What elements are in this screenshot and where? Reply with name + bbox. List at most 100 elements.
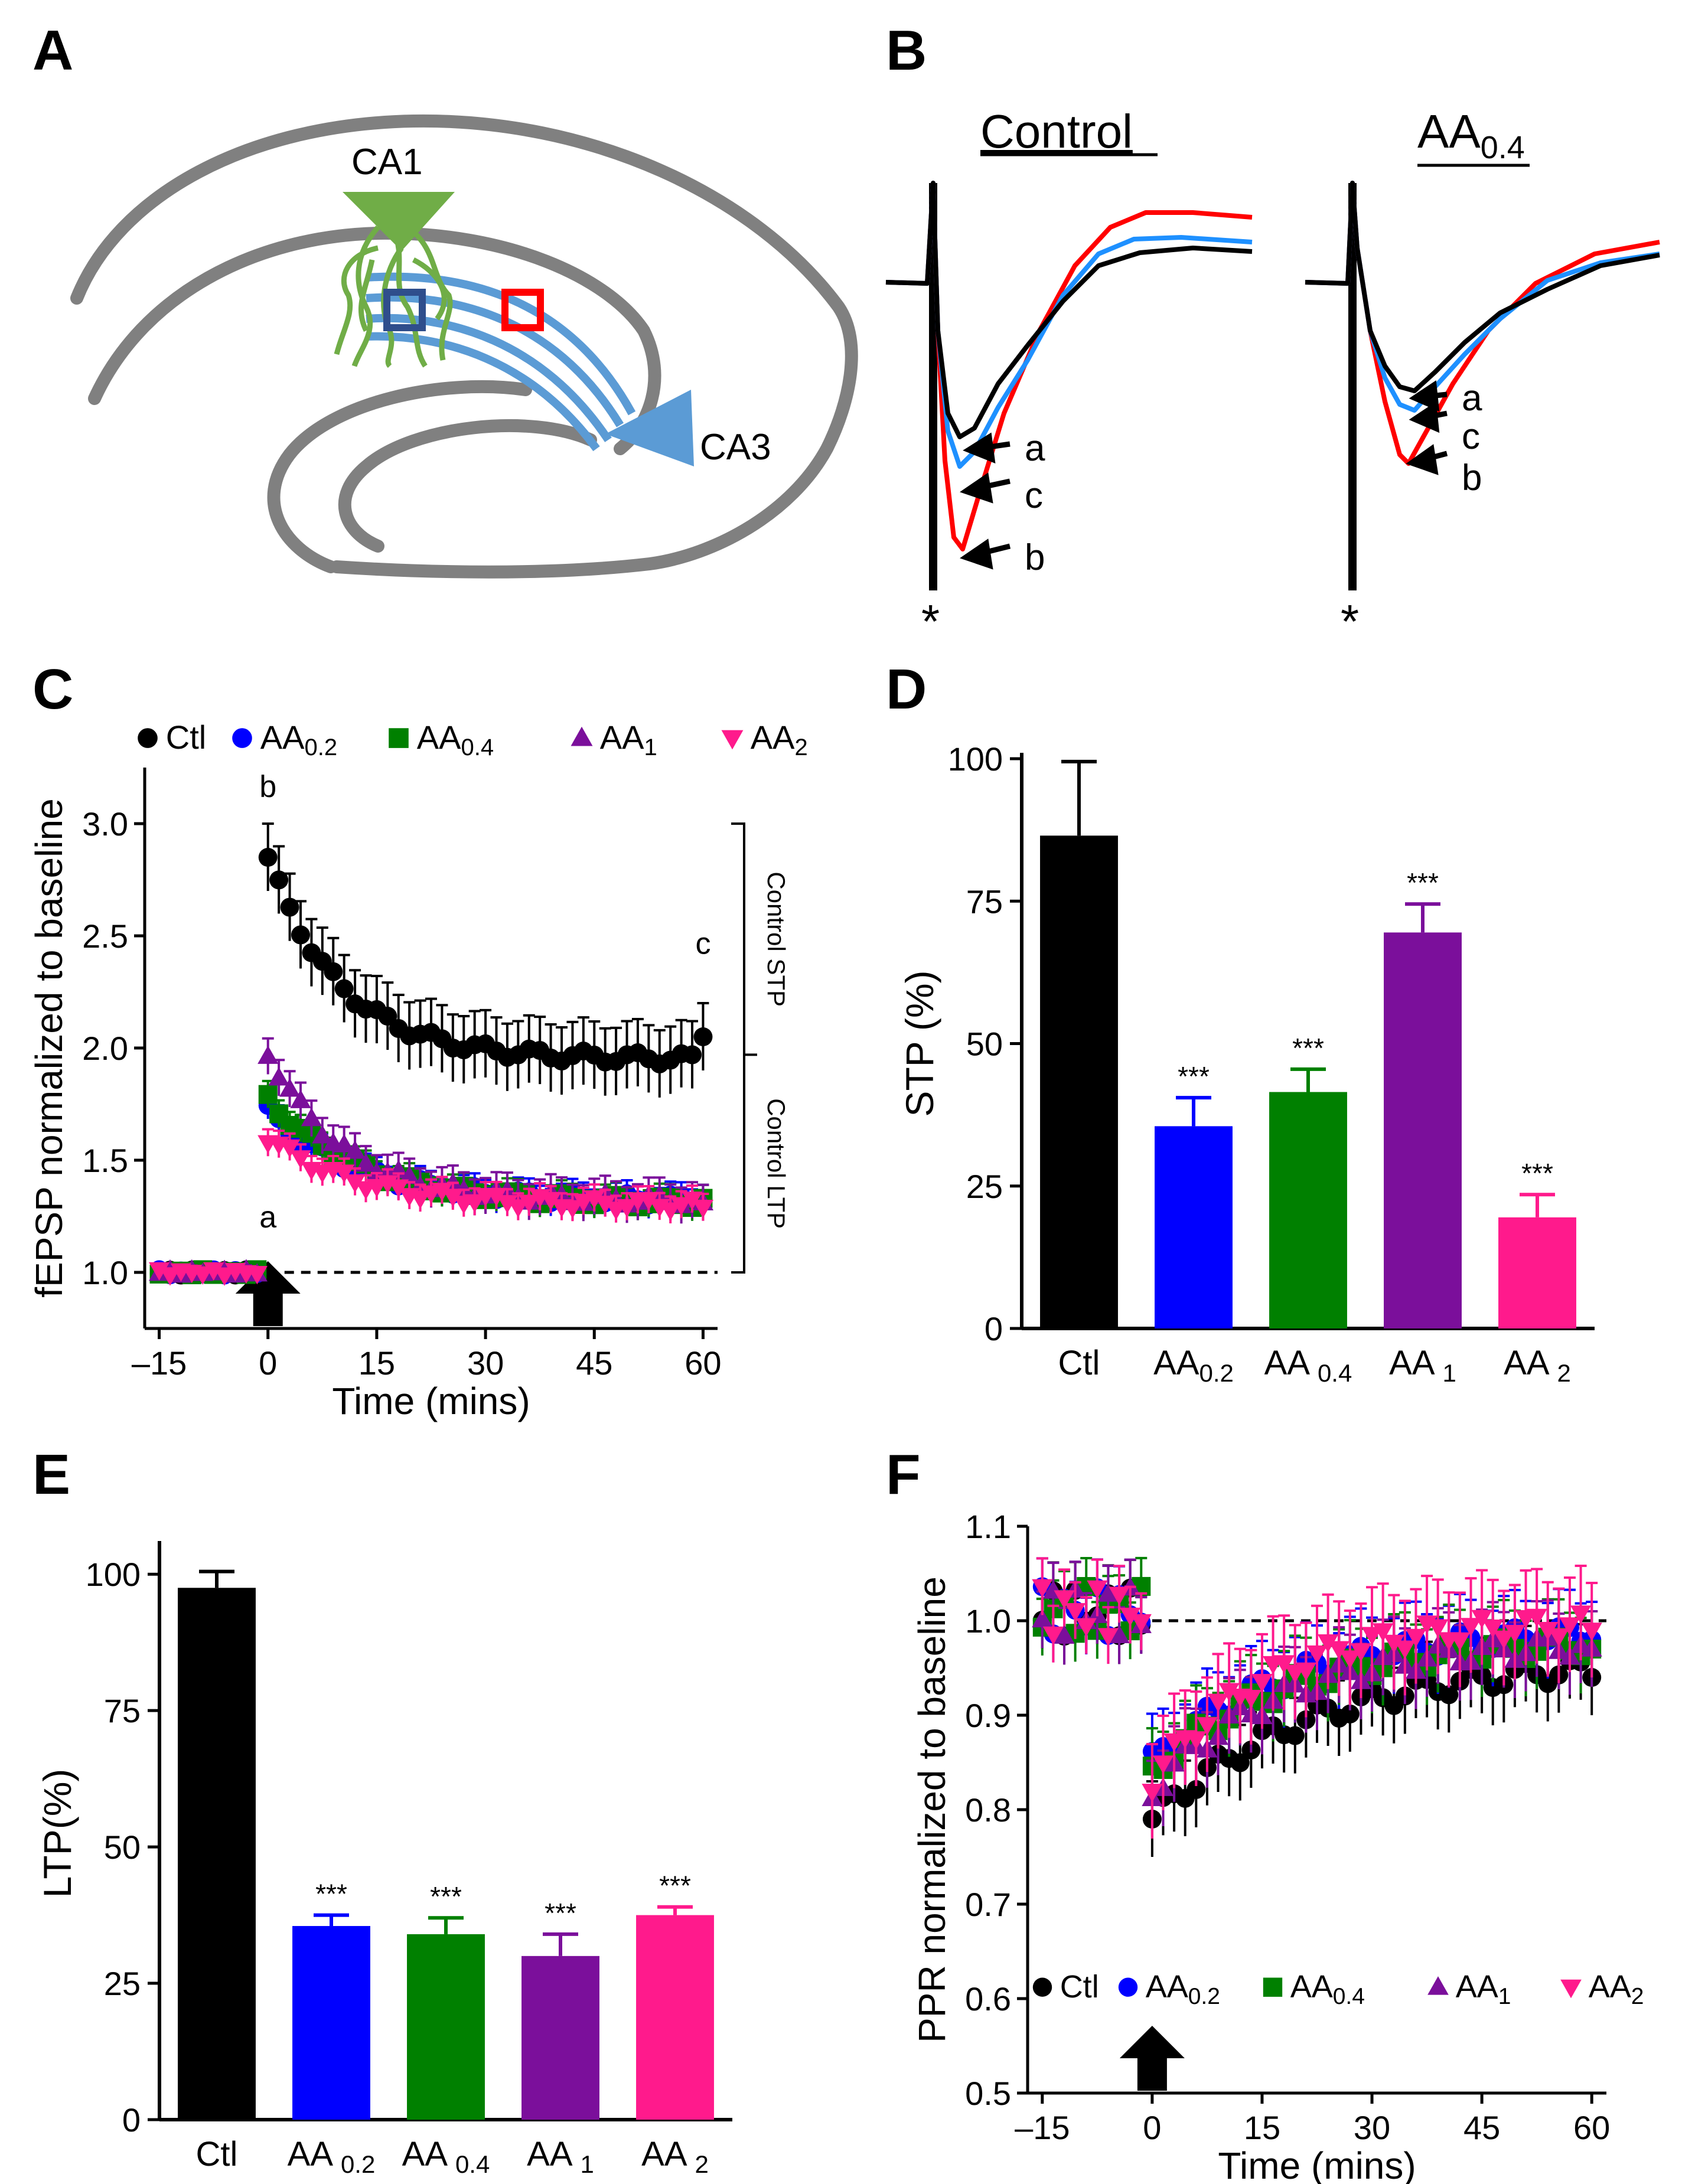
x-axis-label: Time (mins) xyxy=(1218,2144,1416,2184)
dendrite xyxy=(334,245,379,355)
category-label: AA 1 xyxy=(527,2135,594,2178)
legend-label-1-main: AA xyxy=(260,719,305,756)
stimulation-site xyxy=(501,289,544,331)
category-label-sub: 1 xyxy=(580,2150,594,2178)
y-tick-label: 25 xyxy=(966,1168,1003,1205)
series-AA2 xyxy=(1032,1557,1602,1839)
data-point xyxy=(344,1174,366,1193)
data-point xyxy=(324,962,343,981)
x-tick-label: 45 xyxy=(1463,2109,1500,2146)
legend-label-1-main: AA xyxy=(1146,1969,1188,2005)
data-point xyxy=(1042,1626,1064,1646)
data-point xyxy=(355,1153,377,1172)
bar xyxy=(1384,932,1462,1328)
data-point xyxy=(1460,1618,1482,1637)
panel-f: F 0.5 0.6 0.7 0.8 0.9 1.0 1.1 –15 0 15 30 45 60 Time … xyxy=(886,1443,1644,2184)
data-point xyxy=(291,925,310,945)
ca1-neuron-body xyxy=(343,192,455,251)
data-point xyxy=(464,1194,485,1213)
chart-c: 1.0 1.5 2.0 2.5 3.0 –15 0 15 30 45 60 Time (mins) fE… xyxy=(28,768,790,1422)
control-arrows xyxy=(960,432,1011,570)
y-tick-label: 0.9 xyxy=(965,1697,1011,1734)
data-point xyxy=(1054,1625,1075,1644)
data-point xyxy=(1109,1624,1130,1644)
bracket xyxy=(731,822,745,1274)
data-point xyxy=(584,1190,605,1209)
data-point xyxy=(683,1045,702,1065)
bar xyxy=(407,1934,485,2120)
data-point xyxy=(485,1187,507,1207)
panel-e: E 0 25 50 75 100 LTP(%) Ctl *** AA 0.2 *** AA 0.4 *… xyxy=(32,1443,732,2178)
category-label-main: AA xyxy=(1153,1344,1199,1382)
y-tick-label: 0 xyxy=(122,2101,141,2139)
legend-marker-2 xyxy=(1263,1977,1283,1997)
x-tick-label: 60 xyxy=(1573,2109,1610,2146)
trace-label-b: b xyxy=(1025,537,1045,578)
hippocampus-outer-arc xyxy=(70,114,858,579)
legend-label-0-main: Ctl xyxy=(1060,1969,1099,2005)
bar xyxy=(292,1926,370,2120)
data-point xyxy=(1482,1620,1504,1638)
panel-letter-f: F xyxy=(886,1443,921,1506)
y-tick-label: 2.5 xyxy=(82,918,128,955)
data-point xyxy=(257,1045,279,1064)
data-point xyxy=(1230,1753,1250,1772)
x-tick-label: 0 xyxy=(1143,2109,1161,2146)
arrow-head xyxy=(1409,380,1440,412)
data-point xyxy=(159,1267,181,1286)
data-point xyxy=(1394,1640,1416,1659)
category-label: Ctl xyxy=(1058,1344,1100,1382)
trace-black-a xyxy=(885,181,1253,439)
trace-label-b: b xyxy=(1462,458,1482,498)
data-point xyxy=(246,1266,268,1285)
data-point xyxy=(1439,1685,1459,1705)
category-label-sub: 0.2 xyxy=(1199,1359,1233,1387)
star-control: * xyxy=(921,595,940,648)
collateral-path xyxy=(366,272,636,416)
category-label-sub: 0.4 xyxy=(455,2150,490,2178)
data-point xyxy=(693,1027,713,1046)
category-label-sub: 2 xyxy=(695,2150,708,2178)
legend-label-2: AA0.4 xyxy=(1290,1969,1365,2009)
y-tick-label: 1.1 xyxy=(965,1508,1011,1545)
annotation-label: c xyxy=(695,926,710,961)
series-AA1 xyxy=(148,1037,714,1283)
data-point xyxy=(507,1199,529,1218)
legend-label-4: AA2 xyxy=(751,719,808,760)
trace-label-c: c xyxy=(1025,475,1043,516)
legend-marker-2 xyxy=(389,728,409,748)
category-label-main: AA xyxy=(288,2135,341,2173)
data-point xyxy=(540,1191,562,1211)
data-point xyxy=(1504,1624,1525,1643)
category-label: Ctl xyxy=(196,2135,238,2173)
significance-label: *** xyxy=(545,1898,576,1928)
data-point xyxy=(214,1267,235,1286)
data-point xyxy=(442,1189,464,1207)
annotation-label: a xyxy=(259,1200,276,1235)
y-tick-label: 3.0 xyxy=(82,805,128,843)
star-aa: * xyxy=(1341,595,1359,648)
trace-blue-c xyxy=(1305,181,1660,413)
category-label: AA 1 xyxy=(1389,1344,1456,1387)
data-point xyxy=(1361,1627,1383,1646)
data-point xyxy=(1109,1586,1130,1605)
dentate-inner-arc xyxy=(338,419,597,553)
panel-letter-e: E xyxy=(32,1443,70,1506)
data-point xyxy=(1548,1628,1569,1647)
category-label-sub: 0.4 xyxy=(1318,1359,1352,1387)
data-point xyxy=(671,1197,692,1216)
x-tick-label: 45 xyxy=(576,1344,612,1382)
legend-f: Ctl AA0.2 AA0.4 AA1 AA2 xyxy=(1032,1969,1644,2009)
data-point xyxy=(290,1089,311,1108)
category-label: AA 2 xyxy=(641,2135,709,2178)
data-point xyxy=(1449,1632,1471,1651)
bracket-label-stp: Control STP xyxy=(762,871,790,1007)
bar xyxy=(1269,1092,1347,1328)
data-point xyxy=(1373,1623,1394,1642)
data-point xyxy=(595,1196,616,1215)
data-point xyxy=(1142,1784,1163,1803)
arrow-head xyxy=(960,538,993,570)
significance-label: *** xyxy=(1292,1033,1324,1063)
